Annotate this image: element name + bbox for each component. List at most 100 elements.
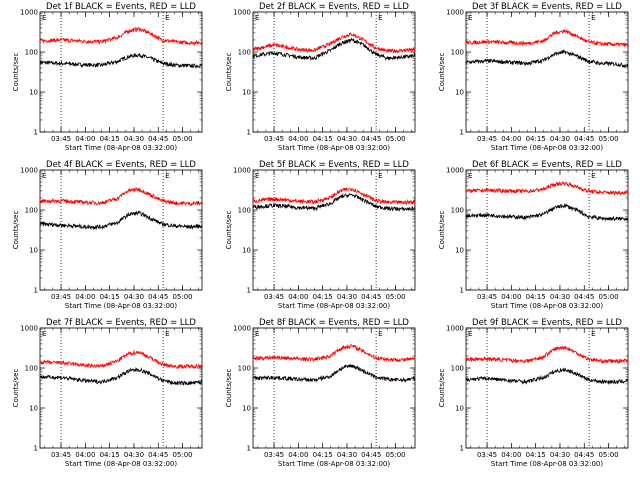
y-tick-label: 1000 [20,9,38,17]
y-tick-label: 100 [25,207,38,215]
event-marker-label: E [165,172,169,180]
chart-panel-1: Det 1f BLACK = Events, RED = LLD 1 10 100 10… [12,2,203,152]
chart-panel-6: Det 6f BLACK = Events, RED = LLD 1 10 100 10… [438,160,629,310]
chart-title: Det 2f BLACK = Events, RED = LLD [259,2,409,12]
x-tick-label: 04:30 [337,451,357,459]
y-tick-label: 1 [247,445,251,453]
y-tick-label: 10 [29,89,38,97]
y-tick-label: 100 [451,49,464,57]
corner-marker-label: E [42,330,46,338]
y-tick-label: 1 [34,287,38,295]
corner-marker-label: E [255,330,259,338]
x-tick-label: 04:45 [574,451,594,459]
corner-marker-label: E [42,172,46,180]
chart-title: Det 6f BLACK = Events, RED = LLD [472,160,622,170]
series-line-lld [39,26,203,47]
event-marker-label: E [378,172,382,180]
y-tick-label: 1000 [446,167,464,175]
chart-title: Det 4f BLACK = Events, RED = LLD [46,160,196,170]
x-tick-label: 04:30 [550,451,570,459]
y-tick-label: 10 [455,89,464,97]
series-line-events [39,210,203,231]
y-tick-label: 10 [29,247,38,255]
x-tick-label: 05:00 [172,293,192,301]
x-tick-label: 04:15 [313,451,333,459]
x-axis-label: Start Time (08-Apr-08 03:32:00) [278,302,390,310]
y-tick-label: 100 [25,365,38,373]
corner-marker-label: E [42,14,46,22]
x-tick-label: 04:00 [288,293,308,301]
y-axis-label: Counts/sec [225,53,233,92]
y-tick-label: 1 [34,445,38,453]
event-marker-label: E [591,330,595,338]
x-tick-label: 04:30 [337,293,357,301]
y-tick-label: 1 [247,129,251,137]
chart-panel-9: Det 9f BLACK = Events, RED = LLD 1 10 100 10… [438,318,629,468]
x-tick-label: 03:45 [477,293,497,301]
x-tick-label: 04:45 [148,293,168,301]
x-tick-label: 04:00 [75,293,95,301]
y-tick-label: 1 [460,287,464,295]
x-tick-label: 04:30 [124,451,144,459]
series-line-events [252,193,416,212]
series-line-events [252,363,416,383]
corner-marker-label: E [468,330,472,338]
y-axis-label: Counts/sec [438,53,446,92]
y-axis-label: Counts/sec [12,369,20,408]
x-axis-label: Start Time (08-Apr-08 03:32:00) [278,144,390,152]
chart-panel-8: Det 8f BLACK = Events, RED = LLD 1 10 100 10… [225,318,416,468]
y-tick-label: 1 [460,129,464,137]
x-tick-label: 04:15 [313,135,333,143]
x-axis-label: Start Time (08-Apr-08 03:32:00) [491,302,603,310]
x-tick-label: 03:45 [477,135,497,143]
y-tick-label: 100 [238,365,251,373]
plot-frame [39,327,203,449]
x-tick-label: 04:30 [550,135,570,143]
plot-frame [39,11,203,133]
x-tick-label: 04:30 [124,293,144,301]
series-line-lld [39,349,203,370]
corner-marker-label: E [255,172,259,180]
y-axis-label: Counts/sec [225,369,233,408]
chart-title: Det 5f BLACK = Events, RED = LLD [259,160,409,170]
series-line-events [465,49,629,69]
chart-title: Det 9f BLACK = Events, RED = LLD [472,318,622,328]
series-line-lld [39,186,203,207]
series-line-lld [252,32,416,54]
chart-title: Det 3f BLACK = Events, RED = LLD [472,2,622,12]
y-tick-label: 10 [455,405,464,413]
y-tick-label: 10 [242,247,251,255]
chart-title: Det 1f BLACK = Events, RED = LLD [46,2,196,12]
series-line-lld [465,28,629,48]
x-tick-label: 04:00 [75,451,95,459]
x-tick-label: 04:30 [337,135,357,143]
y-tick-label: 100 [25,49,38,57]
plot-frame [252,11,416,133]
y-axis-label: Counts/sec [12,211,20,250]
y-tick-label: 1000 [20,325,38,333]
y-axis-label: Counts/sec [438,369,446,408]
x-tick-label: 05:00 [598,135,618,143]
series-line-events [39,367,203,386]
x-tick-label: 05:00 [172,451,192,459]
x-tick-label: 03:45 [51,135,71,143]
series-line-events [465,203,629,222]
x-tick-label: 04:15 [526,135,546,143]
event-marker-label: E [378,14,382,22]
y-tick-label: 100 [451,365,464,373]
y-tick-label: 1000 [446,9,464,17]
x-tick-label: 04:00 [501,451,521,459]
x-axis-label: Start Time (08-Apr-08 03:32:00) [65,302,177,310]
x-axis-label: Start Time (08-Apr-08 03:32:00) [491,460,603,468]
x-tick-label: 04:45 [361,451,381,459]
x-tick-label: 04:00 [501,293,521,301]
x-tick-label: 05:00 [385,293,405,301]
y-axis-label: Counts/sec [225,211,233,250]
chart-panel-7: Det 7f BLACK = Events, RED = LLD 1 10 100 10… [12,318,203,468]
x-tick-label: 04:00 [501,135,521,143]
x-tick-label: 04:30 [550,293,570,301]
x-tick-label: 03:45 [264,451,284,459]
x-tick-label: 03:45 [264,135,284,143]
x-tick-label: 04:45 [574,135,594,143]
y-tick-label: 10 [29,405,38,413]
